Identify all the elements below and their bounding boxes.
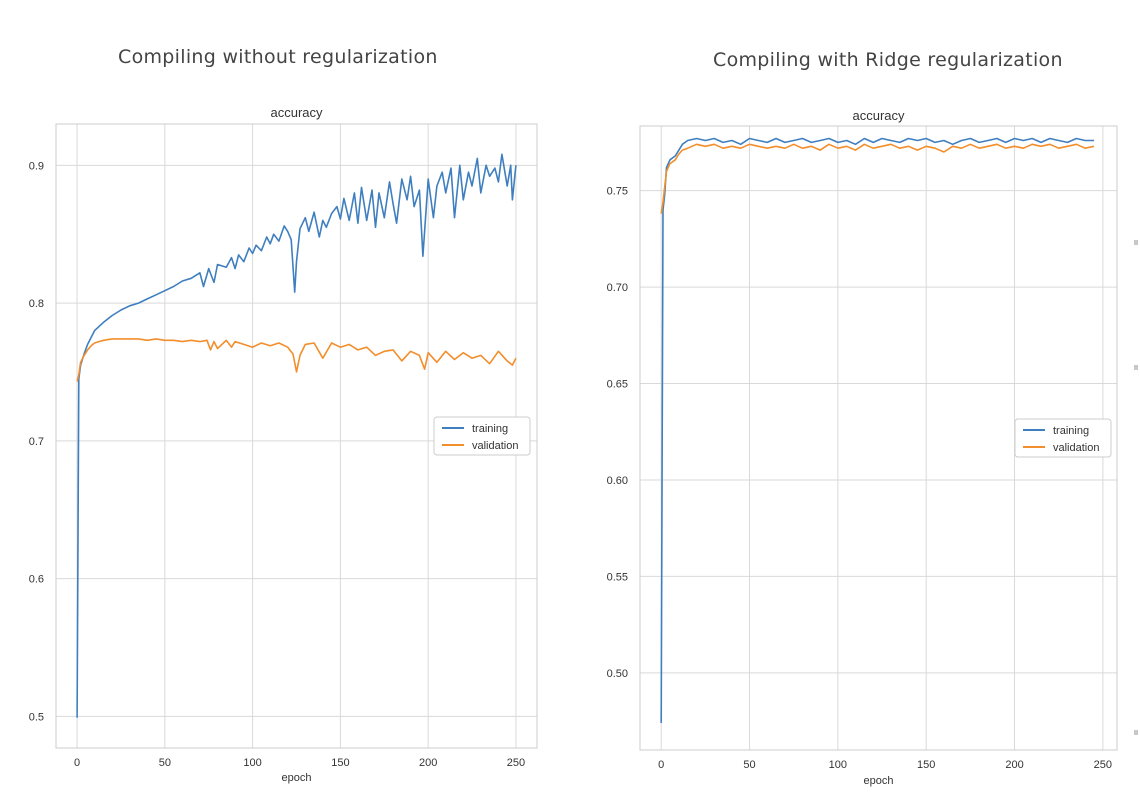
x-axis-label: epoch bbox=[864, 775, 894, 787]
edge-mark bbox=[1134, 730, 1138, 735]
legend-label-validation: validation bbox=[472, 440, 518, 452]
x-tick-label: 200 bbox=[419, 757, 437, 769]
x-tick-label: 100 bbox=[829, 759, 847, 771]
x-tick-label: 250 bbox=[507, 757, 525, 769]
chart-title: accuracy bbox=[270, 105, 323, 120]
chart-heading-without-regularization: Compiling without regularization bbox=[118, 46, 438, 68]
y-tick-label: 0.7 bbox=[29, 436, 44, 448]
y-tick-label: 0.75 bbox=[607, 186, 628, 198]
y-tick-label: 0.65 bbox=[607, 379, 628, 391]
x-tick-label: 0 bbox=[74, 757, 80, 769]
x-tick-label: 200 bbox=[1005, 759, 1023, 771]
legend-label-training: training bbox=[472, 423, 508, 435]
plot-frame bbox=[639, 125, 1118, 751]
x-tick-label: 0 bbox=[658, 759, 664, 771]
series-line-training bbox=[660, 137, 1094, 724]
plot-frame bbox=[55, 123, 538, 749]
legend: training validation bbox=[433, 416, 531, 456]
series-line-training bbox=[76, 153, 517, 718]
y-tick-label: 0.60 bbox=[607, 475, 628, 487]
chart-title: accuracy bbox=[852, 108, 905, 123]
x-tick-label: 100 bbox=[243, 757, 261, 769]
y-tick-label: 0.6 bbox=[29, 574, 44, 586]
edge-mark bbox=[1134, 365, 1138, 370]
y-tick-label: 0.9 bbox=[29, 160, 44, 172]
x-tick-label: 250 bbox=[1094, 759, 1112, 771]
legend-label-validation: validation bbox=[1053, 442, 1099, 454]
x-tick-label: 150 bbox=[917, 759, 935, 771]
chart-panel-0: 0 50 100 150 200 250 0.5 0.6 0.7 0.8 0.9 accuracy ep… bbox=[29, 105, 538, 784]
y-tick-label: 0.50 bbox=[607, 668, 628, 680]
x-tick-label: 150 bbox=[331, 757, 349, 769]
series-line-validation bbox=[660, 143, 1095, 214]
edge-mark bbox=[1134, 240, 1138, 245]
series-line-validation bbox=[76, 338, 517, 382]
legend: training validation bbox=[1014, 418, 1112, 458]
x-tick-label: 50 bbox=[159, 757, 171, 769]
legend-label-training: training bbox=[1053, 425, 1089, 437]
x-axis-label: epoch bbox=[282, 772, 312, 784]
x-tick-label: 50 bbox=[743, 759, 755, 771]
y-tick-label: 0.70 bbox=[607, 282, 628, 294]
chart-heading-ridge-regularization: Compiling with Ridge regularization bbox=[713, 49, 1063, 71]
y-tick-label: 0.5 bbox=[29, 711, 44, 723]
y-tick-label: 0.55 bbox=[607, 571, 628, 583]
chart-panel-1: 0 50 100 150 200 250 0.50 0.55 0.60 0.65 0.70 0.75 a… bbox=[607, 108, 1118, 787]
y-tick-label: 0.8 bbox=[29, 298, 44, 310]
